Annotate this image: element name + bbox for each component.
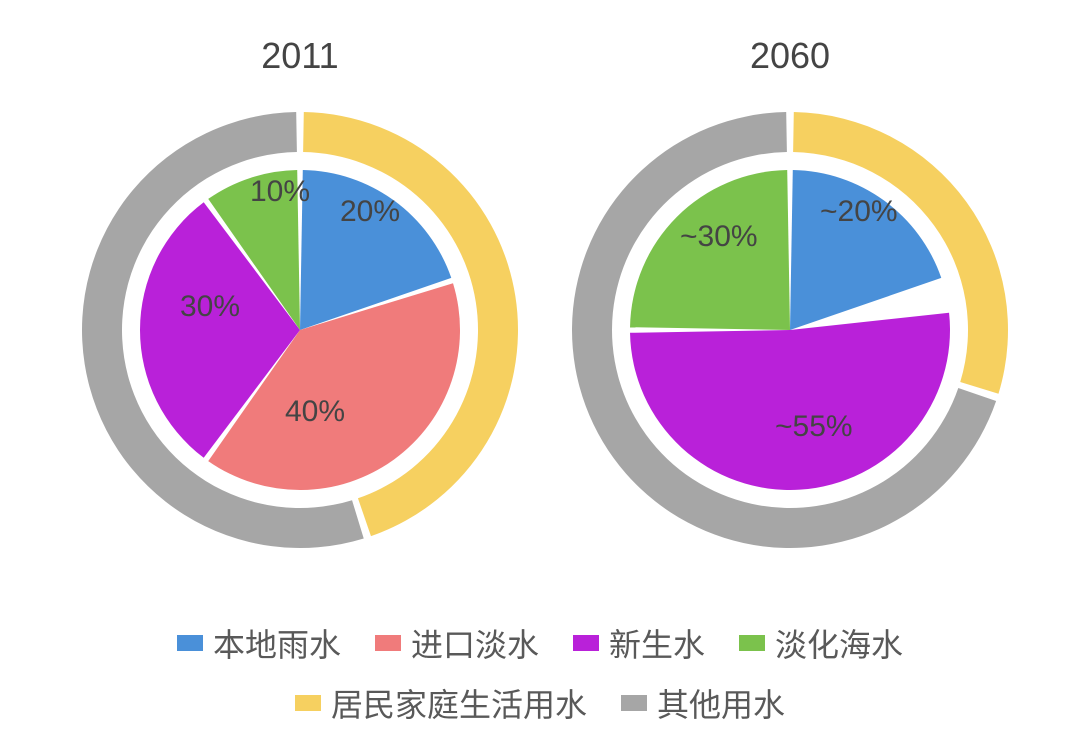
legend-item-desalinated: 淡化海水 xyxy=(739,620,903,666)
legend-label-imported_fresh: 进口淡水 xyxy=(411,620,539,666)
chart-2060-inner-slice-newater xyxy=(630,313,950,490)
chart-2060-label-desalinated: ~30% xyxy=(680,220,758,254)
legend-swatch-desalinated xyxy=(739,635,765,651)
legend-row-2: 居民家庭生活用水 其他用水 xyxy=(0,680,1080,726)
chart-2060 xyxy=(0,0,1080,600)
legend-swatch-imported_fresh xyxy=(375,635,401,651)
legend-label-desalinated: 淡化海水 xyxy=(775,620,903,666)
legend-label-local_rain: 本地雨水 xyxy=(213,620,341,666)
legend-swatch-other xyxy=(621,695,647,711)
legend-label-household: 居民家庭生活用水 xyxy=(331,680,587,726)
legend-item-newater: 新生水 xyxy=(573,620,705,666)
legend-swatch-local_rain xyxy=(177,635,203,651)
legend-swatch-household xyxy=(295,695,321,711)
legend-swatch-newater xyxy=(573,635,599,651)
legend-item-household: 居民家庭生活用水 xyxy=(295,680,587,726)
legend-item-local_rain: 本地雨水 xyxy=(177,620,341,666)
legend-item-imported_fresh: 进口淡水 xyxy=(375,620,539,666)
legend-row-1: 本地雨水 进口淡水 新生水 淡化海水 xyxy=(0,620,1080,666)
legend-label-other: 其他用水 xyxy=(657,680,785,726)
legend-label-newater: 新生水 xyxy=(609,620,705,666)
chart-2060-label-newater: ~55% xyxy=(775,410,853,444)
legend-item-other: 其他用水 xyxy=(621,680,785,726)
chart-2060-label-local_rain: ~20% xyxy=(820,195,898,229)
